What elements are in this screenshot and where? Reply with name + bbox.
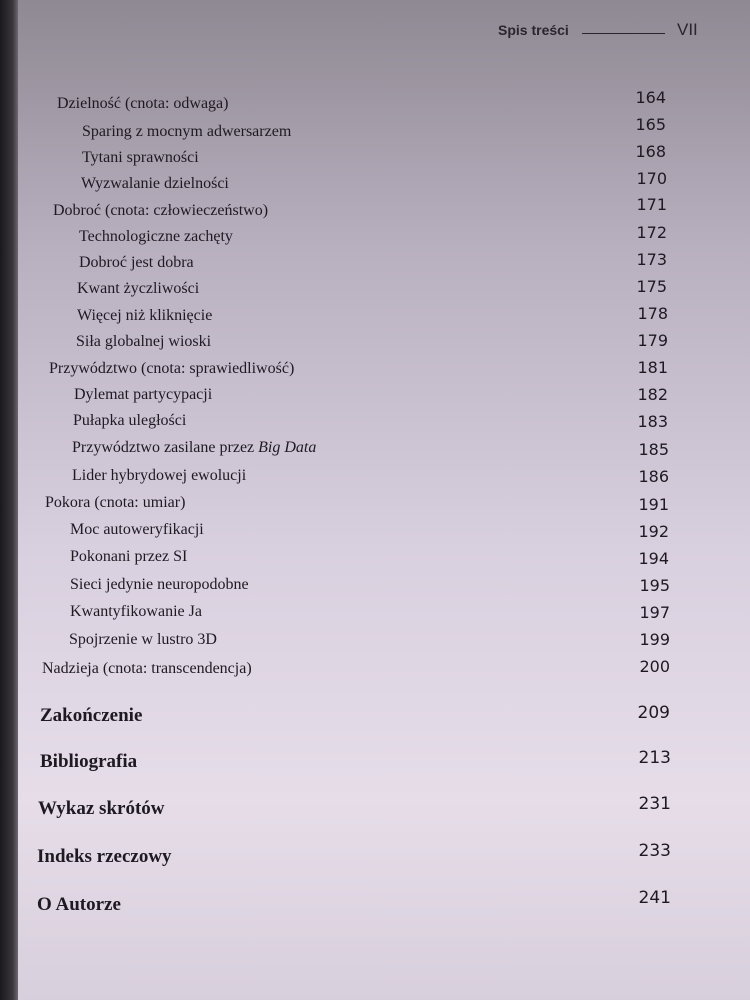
toc-entry-title: Wykaz skrótów	[38, 799, 165, 818]
entry-title-text: Siła globalnej wioski	[76, 333, 212, 350]
toc-entry-title: Przywództwo zasilane przez Big Data	[72, 440, 316, 456]
entry-title-text: O Autorze	[37, 894, 121, 915]
toc-entry-page: 175	[636, 277, 667, 296]
toc-entry-page: 168	[635, 142, 666, 161]
toc-entry-page: 191	[638, 495, 669, 514]
toc-entry-title: Wyzwalanie dzielności	[81, 176, 229, 192]
entry-title-text: Dzielność (cnota: odwaga)	[57, 95, 229, 112]
toc-entry-page: 171	[636, 195, 667, 214]
toc-entry-page: 241	[638, 888, 671, 908]
entry-title-text: Dylemat partycypacji	[74, 386, 213, 403]
toc-entry-title: Dobroć jest dobra	[79, 255, 194, 271]
toc-entry-title: Pułapka uległości	[73, 413, 186, 429]
toc-entry-title: Więcej niż kliknięcie	[77, 308, 212, 324]
toc-entry-page: 173	[636, 250, 667, 269]
toc-entry-page: 182	[637, 385, 668, 404]
toc-entry-page: 172	[636, 223, 667, 242]
toc-entry-page: 199	[639, 630, 670, 649]
toc-entry-page: 194	[638, 549, 669, 568]
book-spine-shadow	[0, 0, 18, 1000]
toc-entry-title: Indeks rzeczowy	[37, 847, 172, 866]
toc-entry-title: Spojrzenie w lustro 3D	[69, 632, 217, 648]
toc-entry-page: 178	[637, 304, 668, 323]
toc-entry-page: 186	[638, 467, 669, 486]
entry-title-text: Pokonani przez SI	[70, 548, 188, 565]
entry-title-text: Indeks rzeczowy	[37, 846, 172, 867]
toc-entry-page: 233	[638, 841, 671, 861]
entry-title-text: Sieci jedynie neuropodobne	[70, 576, 249, 593]
entry-title-text: Przywództwo zasilane przez	[72, 439, 259, 456]
entry-title-text: Tytani sprawności	[82, 149, 199, 166]
toc-entry-title: Pokonani przez SI	[70, 549, 187, 565]
entry-title-text: Wyzwalanie dzielności	[81, 175, 229, 192]
toc-entry-page: 209	[637, 703, 670, 723]
entry-title-text: Sparing z mocnym adwersarzem	[82, 123, 292, 140]
entry-title-text: Przywództwo (cnota: sprawiedliwość)	[49, 360, 295, 377]
toc-entry-title: Lider hybrydowej ewolucji	[72, 468, 246, 484]
header-rule	[582, 33, 665, 34]
page-number: VII	[677, 20, 698, 39]
toc-entry-page: 165	[635, 115, 666, 134]
entry-title-text: Bibliografia	[40, 751, 138, 772]
toc-entry-title: Przywództwo (cnota: sprawiedliwość)	[49, 361, 294, 377]
entry-title-text: Pokora (cnota: umiar)	[45, 494, 186, 511]
toc-entry-title: O Autorze	[37, 895, 121, 914]
toc-entry-page: 200	[639, 657, 670, 676]
entry-title-text: Lider hybrydowej ewolucji	[72, 467, 247, 484]
entry-title-text: Kwant życzliwości	[77, 280, 200, 297]
toc-entry-title: Nadzieja (cnota: transcendencja)	[42, 661, 252, 677]
toc-entry-page: 195	[639, 576, 670, 595]
toc-entry-title: Dobroć (cnota: człowieczeństwo)	[53, 203, 268, 219]
entry-title-text: Technologiczne zachęty	[79, 228, 233, 245]
toc-entry-title: Siła globalnej wioski	[76, 334, 211, 350]
toc-entry-page: 197	[639, 603, 670, 622]
entry-title-text: Nadzieja (cnota: transcendencja)	[42, 660, 252, 677]
toc-entry-page: 179	[637, 331, 668, 350]
entry-title-text: Wykaz skrótów	[38, 798, 165, 819]
entry-title-text: Dobroć jest dobra	[79, 254, 194, 271]
entry-title-text: Dobroć (cnota: człowieczeństwo)	[53, 202, 269, 219]
toc-entry-title: Moc autoweryfikacji	[70, 522, 204, 538]
toc-entry-title: Sparing z mocnym adwersarzem	[82, 124, 291, 140]
toc-entry-title: Pokora (cnota: umiar)	[45, 495, 185, 511]
toc-entry-page: 192	[638, 522, 669, 541]
toc-entry-page: 213	[638, 748, 671, 768]
entry-title-text: Pułapka uległości	[73, 412, 187, 429]
toc-entry-title: Tytani sprawności	[82, 150, 199, 166]
toc-entry-title: Kwantyfikowanie Ja	[70, 604, 202, 620]
toc-entry-page: 170	[636, 169, 667, 188]
toc-entry-page: 231	[638, 794, 671, 814]
toc-entry-title: Kwant życzliwości	[77, 281, 199, 297]
entry-title-italic: Big Data	[258, 439, 317, 456]
entry-title-text: Kwantyfikowanie Ja	[70, 603, 202, 620]
toc-entry-page: 181	[637, 358, 668, 377]
toc-entry-page: 164	[635, 88, 666, 107]
entry-title-text: Spojrzenie w lustro 3D	[69, 631, 217, 648]
entry-title-text: Moc autoweryfikacji	[70, 521, 204, 538]
toc-entry-title: Bibliografia	[40, 752, 137, 771]
entry-title-text: Więcej niż kliknięcie	[77, 307, 213, 324]
toc-entry-title: Dzielność (cnota: odwaga)	[57, 96, 228, 112]
toc-entry-title: Sieci jedynie neuropodobne	[70, 577, 249, 593]
entry-title-text: Zakończenie	[40, 705, 143, 726]
toc-entry-page: 183	[637, 412, 668, 431]
toc-entry-page: 185	[638, 440, 669, 459]
toc-entry-title: Dylemat partycypacji	[74, 387, 212, 403]
toc-entry-title: Zakończenie	[40, 706, 142, 725]
toc-entry-title: Technologiczne zachęty	[79, 229, 233, 245]
running-header: Spis treści	[498, 22, 569, 38]
